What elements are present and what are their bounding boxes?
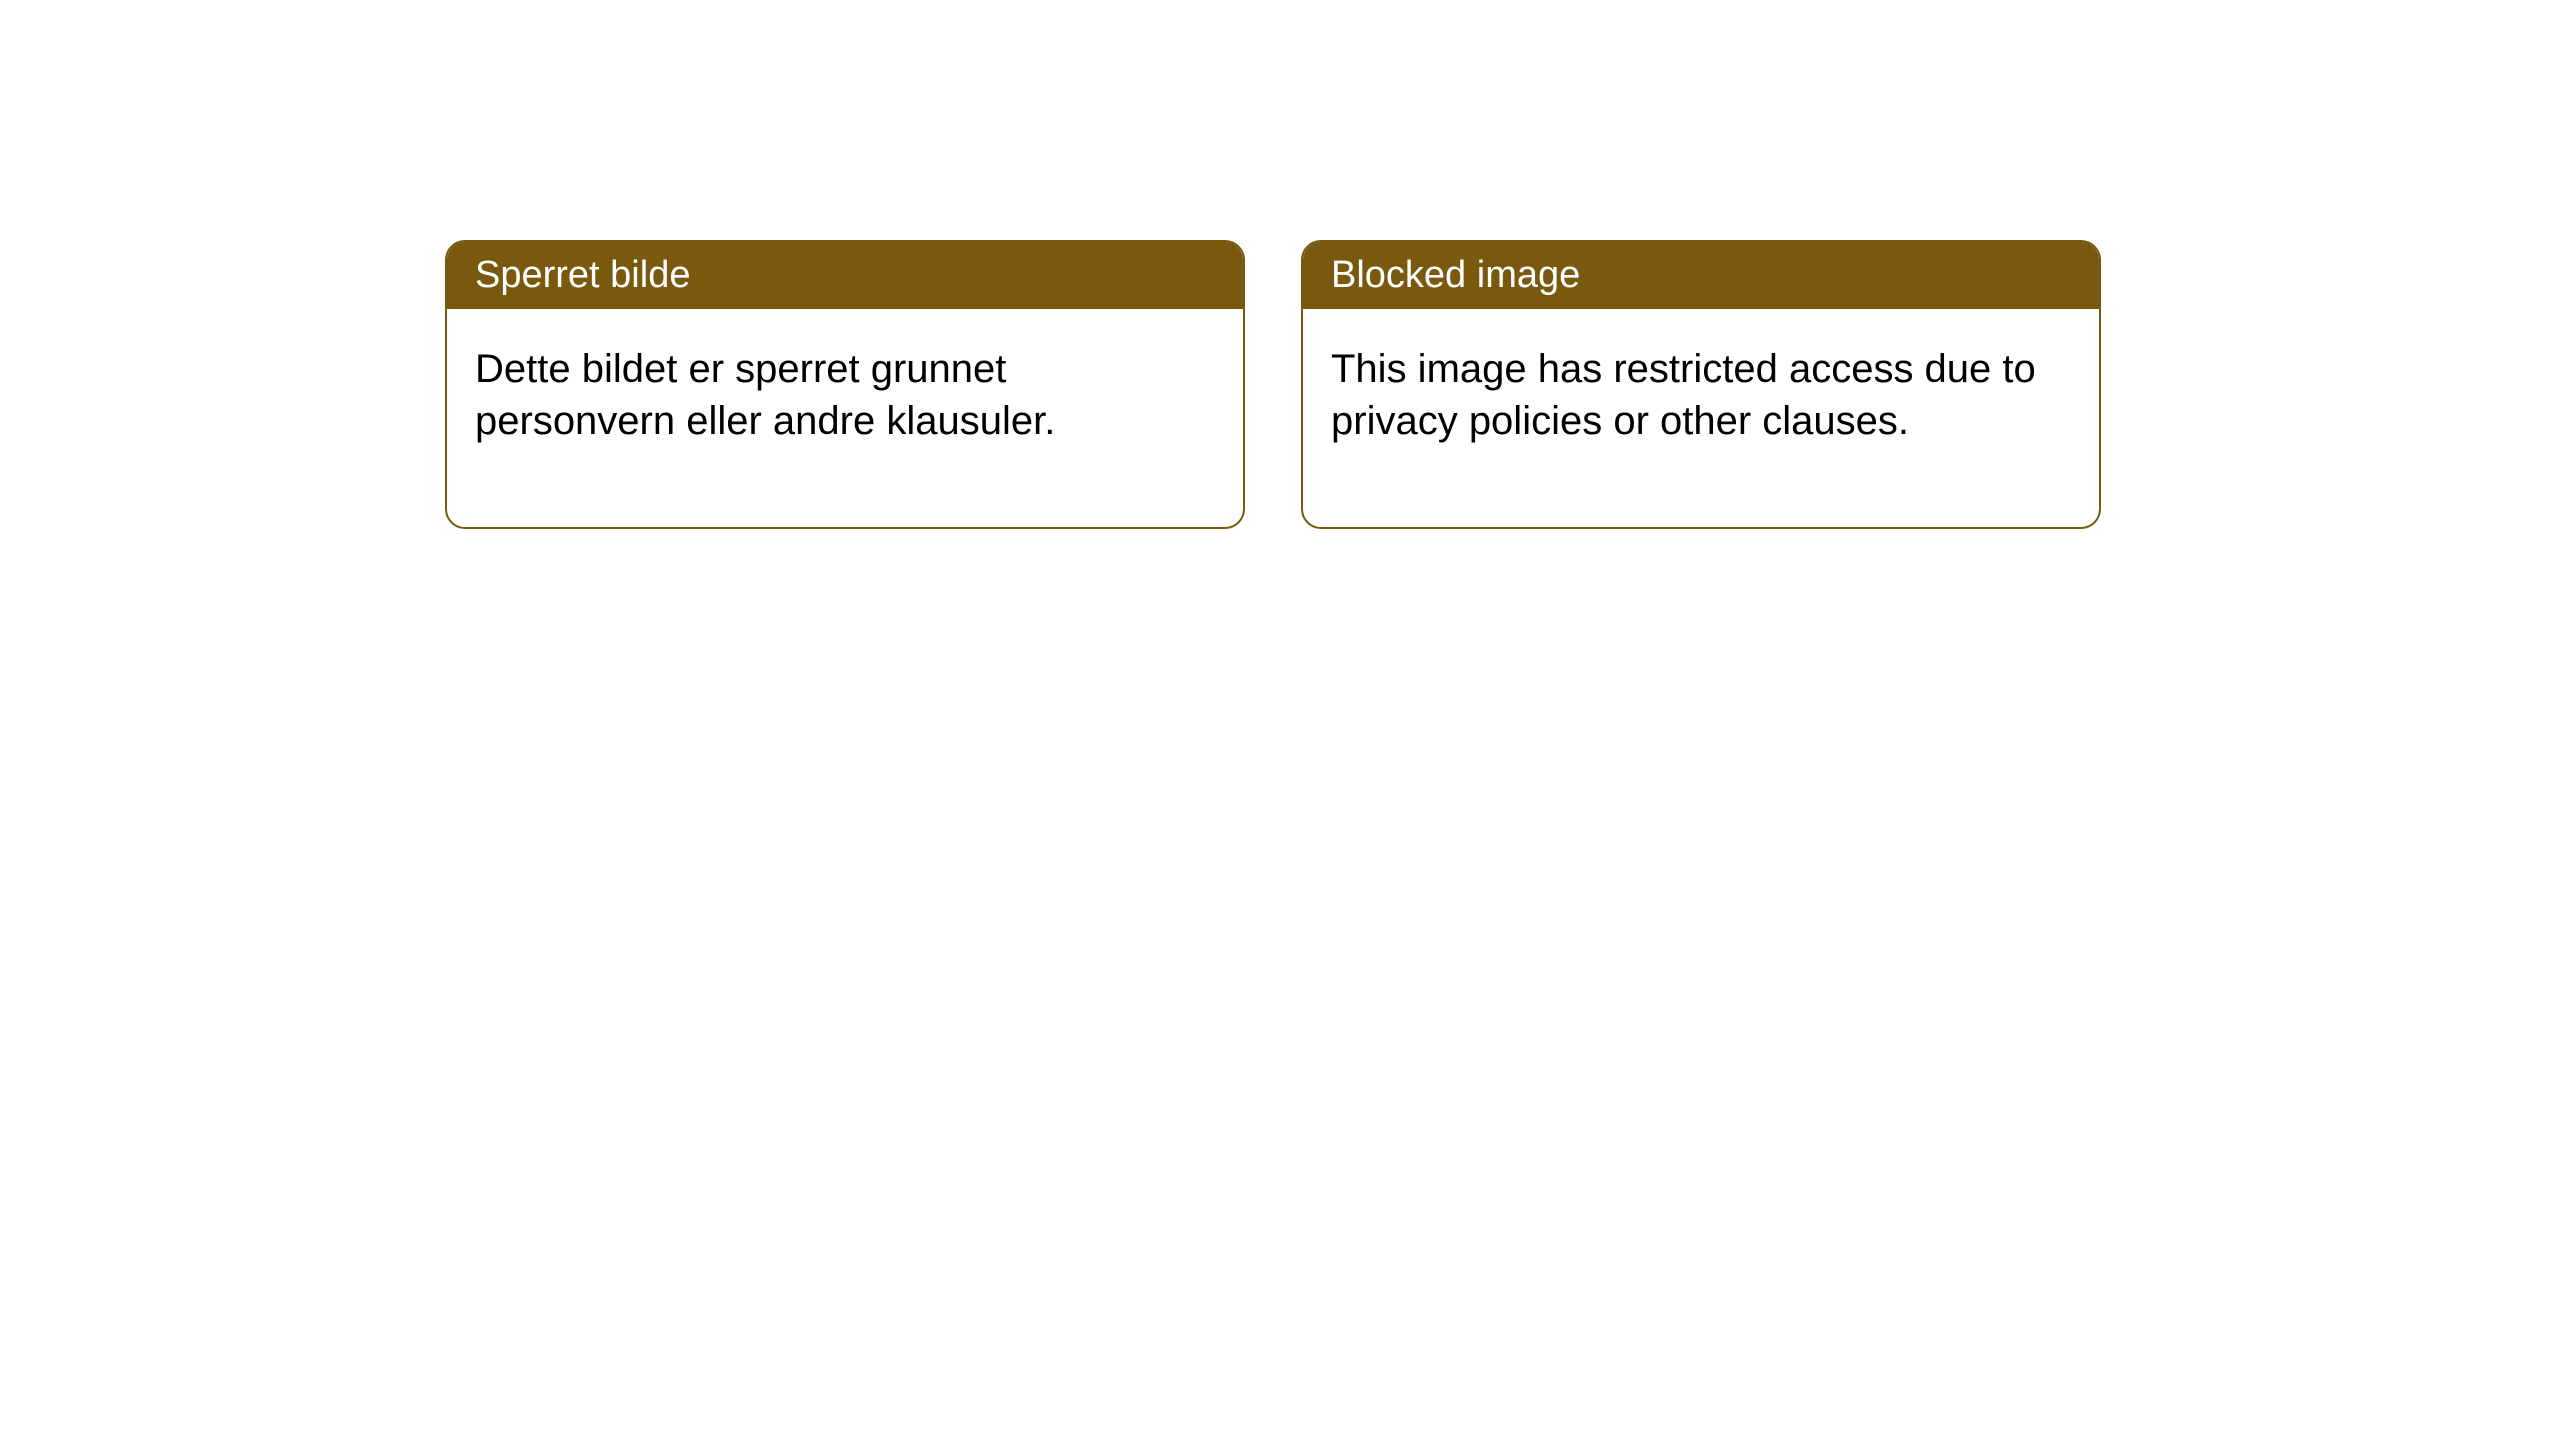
notice-message: This image has restricted access due to … (1331, 347, 2036, 443)
notice-card-norwegian: Sperret bilde Dette bildet er sperret gr… (445, 240, 1245, 529)
notice-title: Sperret bilde (475, 254, 690, 296)
notice-container: Sperret bilde Dette bildet er sperret gr… (445, 240, 2101, 529)
notice-title: Blocked image (1331, 254, 1580, 296)
notice-card-english: Blocked image This image has restricted … (1301, 240, 2101, 529)
notice-body: Dette bildet er sperret grunnet personve… (447, 309, 1243, 527)
notice-body: This image has restricted access due to … (1303, 309, 2099, 527)
notice-header: Blocked image (1303, 242, 2099, 309)
notice-header: Sperret bilde (447, 242, 1243, 309)
notice-message: Dette bildet er sperret grunnet personve… (475, 347, 1055, 443)
